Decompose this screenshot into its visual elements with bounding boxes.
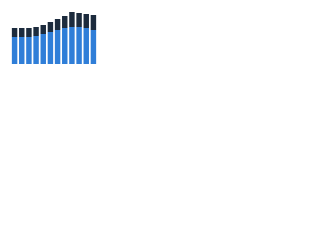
bar-segment [19,37,25,64]
bar-segment [83,14,89,28]
bar-segment [83,28,89,64]
bar-segment [26,37,32,64]
bar-segment [47,32,54,64]
bar-segment [54,19,61,30]
bar-segment [40,34,46,64]
bar-segment [76,27,82,64]
bar-segment [26,28,32,37]
bar-segment [90,30,97,64]
bar-segment [11,28,18,37]
bar-segment [62,28,68,64]
bar-segment [47,22,54,32]
bar-segment [19,28,25,37]
bar-segment [76,13,82,27]
bar-segment [62,16,68,28]
bar-segment [40,25,46,34]
bar-segment [54,30,61,64]
bar-segment [33,27,39,36]
bar-segment [11,37,18,64]
bar-segment [69,27,75,64]
bar-segment [33,36,39,64]
chart [11,12,97,64]
bar-segment [69,12,75,27]
bar-segment [90,15,97,30]
